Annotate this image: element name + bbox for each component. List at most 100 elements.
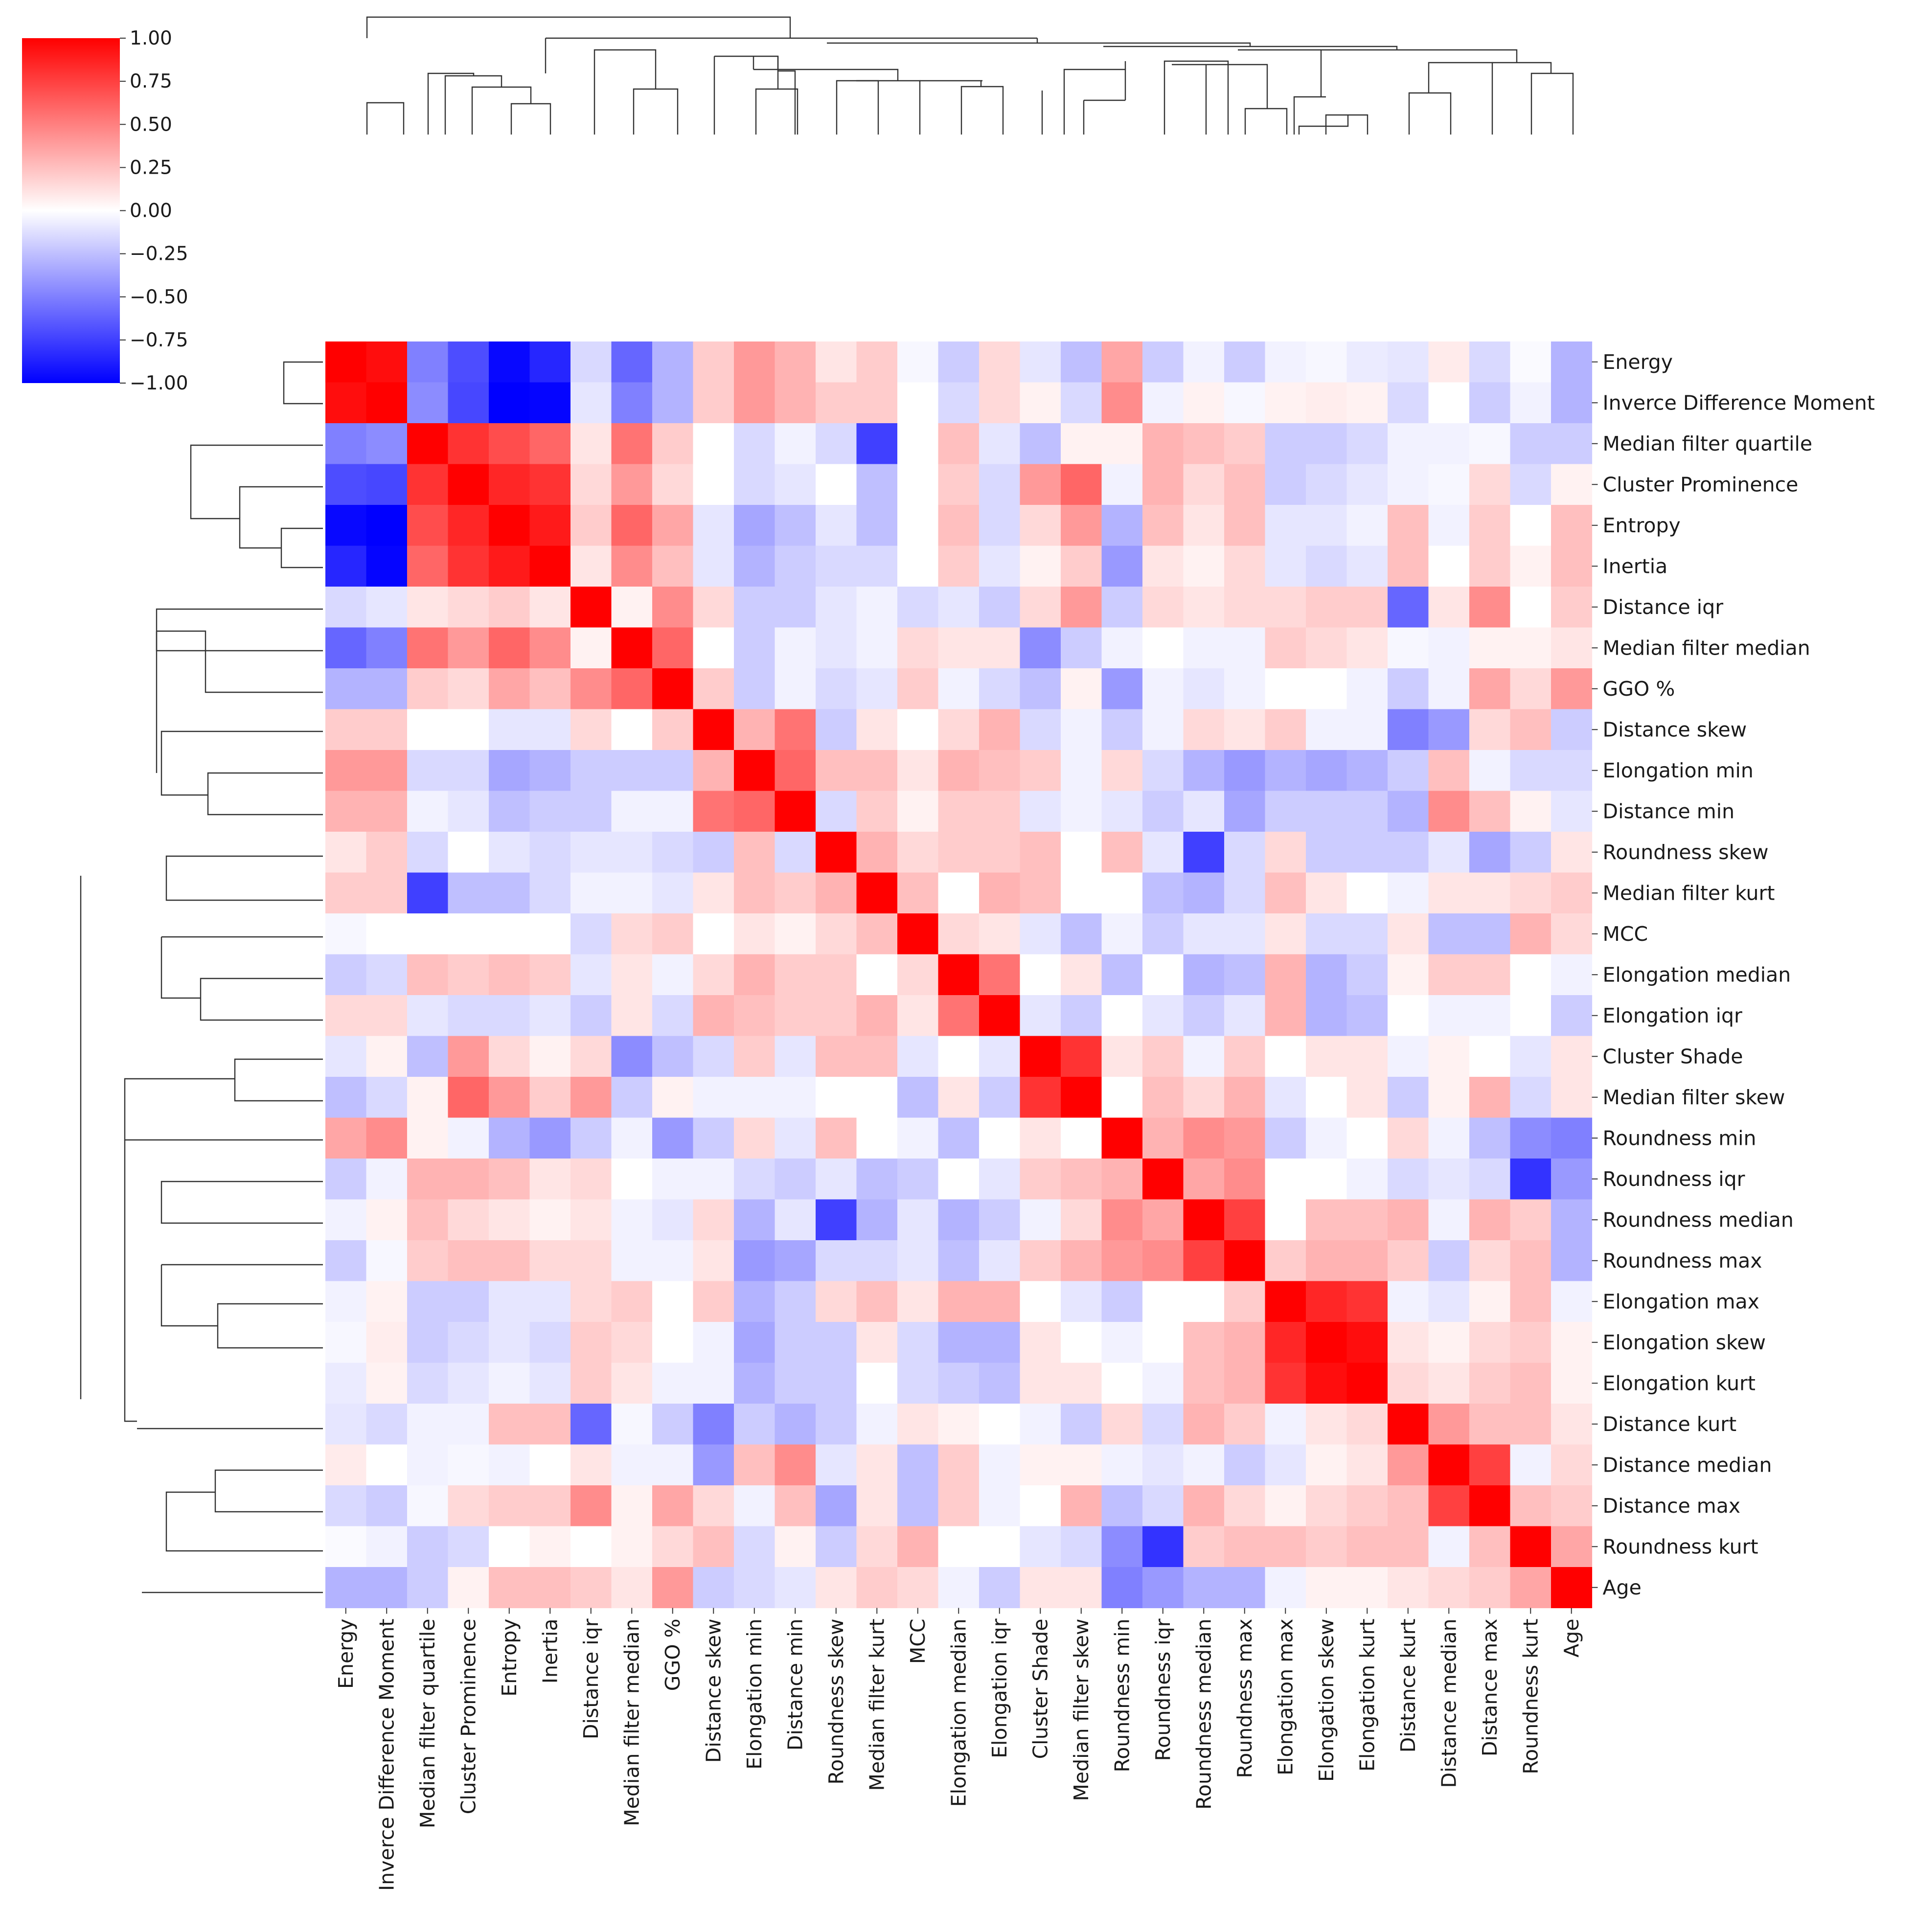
heatmap-cell [1265,1159,1306,1200]
heatmap-cell [407,1322,449,1364]
heatmap-cell [1306,954,1347,996]
heatmap-cell [407,1404,449,1445]
heatmap-cell [1346,1404,1388,1445]
column-label: Roundness median [1192,1619,1215,1810]
heatmap-cell [1388,1404,1429,1445]
row-dendrogram [80,361,323,1593]
heatmap-cell [407,1444,449,1486]
heatmap-cell [1469,1322,1511,1364]
heatmap-cell [1265,505,1306,546]
heatmap-cell [1428,1240,1470,1282]
heatmap-cell [1020,1526,1061,1568]
heatmap-cell [1101,750,1143,792]
heatmap-cell [407,627,449,669]
heatmap-cell [897,832,939,873]
heatmap-cell [734,1322,776,1364]
heatmap-cell [1224,1199,1266,1241]
heatmap-cell [1142,1199,1184,1241]
heatmap-cell [570,1077,612,1118]
heatmap-cell [693,954,734,996]
heatmap-cell [1428,627,1470,669]
heatmap-cell [611,668,653,710]
heatmap-cell [1061,423,1102,465]
heatmap-cell [1142,750,1184,792]
heatmap-cell [816,505,857,546]
heatmap-cell [1142,1485,1184,1527]
heatmap-cell [407,587,449,628]
heatmap-cell [1224,872,1266,914]
heatmap-cell [897,1363,939,1404]
heatmap-cell [938,1036,980,1077]
heatmap-cell [1101,1077,1143,1118]
heatmap-cell [938,995,980,1037]
heatmap-cell [979,1526,1021,1568]
heatmap-cell [897,995,939,1037]
heatmap-cell [1510,954,1551,996]
heatmap-cell [1510,627,1551,669]
heatmap-cell [897,1199,939,1241]
heatmap-cell [1306,709,1347,750]
heatmap-cell [1020,423,1061,465]
heatmap-cell [448,382,489,424]
heatmap-cell [938,832,980,873]
heatmap-cell [1101,1036,1143,1077]
heatmap-cell [979,546,1021,587]
heatmap-cell [611,505,653,546]
heatmap-cell [570,1240,612,1282]
heatmap-cell [570,1159,612,1200]
heatmap-cell [570,913,612,955]
heatmap-cell [1224,587,1266,628]
heatmap-cell [1101,382,1143,424]
heatmap-cell [1510,1444,1551,1486]
heatmap-cell [652,546,694,587]
heatmap-cell [897,1281,939,1322]
heatmap-cell [693,1036,734,1077]
heatmap-cell [775,913,816,955]
heatmap-cell [489,1444,530,1486]
heatmap-cell [775,791,816,832]
heatmap-cell [366,587,408,628]
heatmap-cell [1551,1159,1593,1200]
heatmap-cell [938,1159,980,1200]
heatmap-cell [366,913,408,955]
column-label: Elongation max [1274,1619,1297,1775]
heatmap-cell [1388,791,1429,832]
row-label: Distance median [1603,1453,1772,1477]
column-label: Distance skew [702,1619,725,1763]
heatmap-cell [1551,464,1593,505]
heatmap-cell [611,423,653,465]
heatmap-cell [734,546,776,587]
heatmap-cell [570,464,612,505]
heatmap-cell [1101,1117,1143,1159]
heatmap-cell [775,423,816,465]
heatmap-cell [529,1199,571,1241]
heatmap-cell [979,1199,1021,1241]
heatmap-cell [652,913,694,955]
heatmap-cell [652,1404,694,1445]
heatmap-cell [570,995,612,1037]
colorbar-tick-label: 0.25 [130,157,172,179]
heatmap-cell [325,464,367,505]
heatmap-cell [775,1485,816,1527]
heatmap-cell [1020,1159,1061,1200]
heatmap-cell [1346,587,1388,628]
heatmap-cell [1428,341,1470,383]
heatmap-cell [448,505,489,546]
heatmap-cell [611,872,653,914]
heatmap-cell [489,832,530,873]
heatmap-cell [938,546,980,587]
heatmap-cell [856,1444,898,1486]
heatmap-cell [856,1199,898,1241]
heatmap-cell [407,832,449,873]
heatmap-cell [1183,1199,1225,1241]
heatmap-cell [938,709,980,750]
heatmap-cell [938,627,980,669]
heatmap-cell [897,1526,939,1568]
heatmap-cell [1306,1485,1347,1527]
heatmap-cell [1469,464,1511,505]
heatmap-cell [1428,1567,1470,1609]
heatmap-cell [1510,1240,1551,1282]
heatmap-cell [979,1567,1021,1609]
heatmap-cell [1346,341,1388,383]
heatmap-cell [611,913,653,955]
